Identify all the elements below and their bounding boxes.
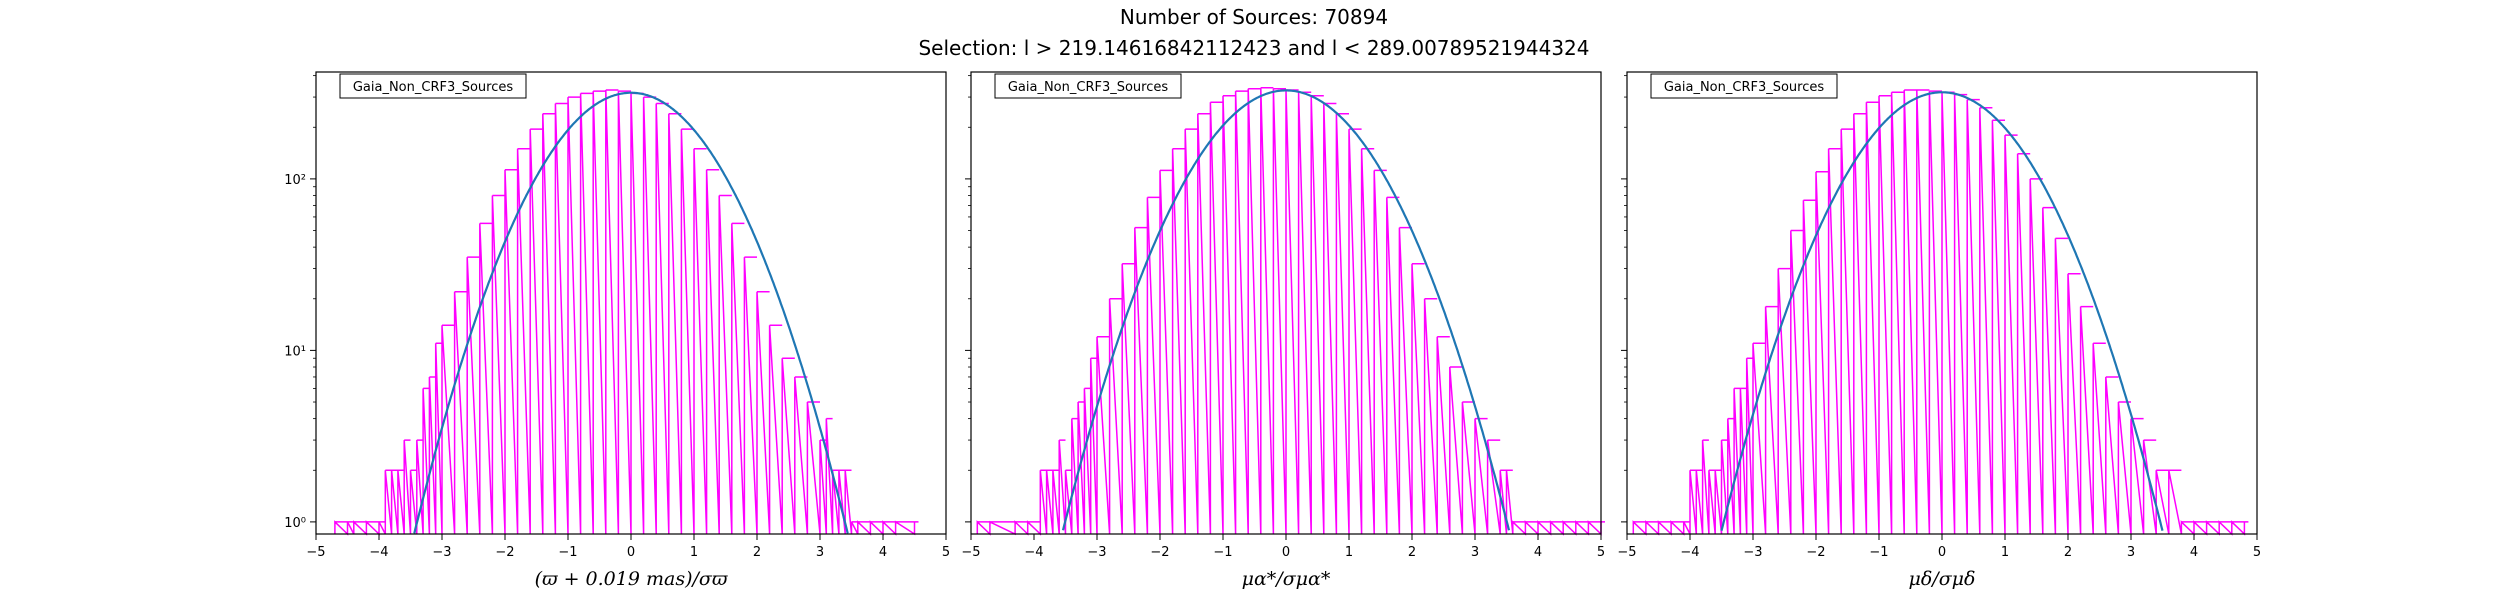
legend-box <box>994 73 1182 99</box>
x-tick-label: 1 <box>2001 545 2009 560</box>
x-tick-label: −3 <box>1087 545 1106 560</box>
y-tick-label: 10² <box>284 173 306 188</box>
x-axis-label: μδ/σμδ <box>1909 568 1976 590</box>
x-tick-label: 1 <box>690 545 698 560</box>
histogram-series <box>334 89 916 536</box>
x-tick-label: 3 <box>2127 545 2135 560</box>
x-tick-label: 2 <box>2064 545 2072 560</box>
x-tick-label: −5 <box>1617 545 1636 560</box>
x-tick-label: 0 <box>627 545 635 560</box>
figure-subtitle: Selection: l > 219.14616842112423 and l … <box>918 36 1589 60</box>
x-tick-label: −4 <box>369 545 388 560</box>
x-tick-label: 5 <box>942 545 950 560</box>
x-tick-label: −1 <box>1869 545 1888 560</box>
x-tick-label: 0 <box>1938 545 1946 560</box>
x-tick-label: −1 <box>558 545 577 560</box>
panel-pmra: −5 −4 −3 −2 −1 0 1 2 3 4 5 μα*/σμα* Gaia_Non_CRF3_So… <box>961 71 1605 590</box>
x-tick-label: −5 <box>961 545 980 560</box>
x-tick-label: 2 <box>1408 545 1416 560</box>
figure-title: Number of Sources: 70894 <box>1120 5 1388 29</box>
legend-label: Gaia_Non_CRF3_Sources <box>353 80 514 95</box>
panel-parallax: −5 −4 −3 −2 −1 0 1 2 3 4 5 10⁰ 10¹ 10² (ϖ + 0.019 mas)… <box>284 71 950 590</box>
x-tick-label: −5 <box>306 545 325 560</box>
histogram-steps <box>1633 89 2249 523</box>
x-tick-label: 4 <box>2190 545 2198 560</box>
x-tick-label: 3 <box>816 545 824 560</box>
x-tick-label: −4 <box>1680 545 1699 560</box>
histogram-series <box>976 87 1602 536</box>
x-tick-label: 3 <box>1471 545 1479 560</box>
histogram-steps <box>977 86 1605 523</box>
x-tick-label: 0 <box>1282 545 1290 560</box>
x-tick-label: 5 <box>2253 545 2261 560</box>
x-tick-label: 2 <box>753 545 761 560</box>
y-tick-label: 10⁰ <box>284 516 306 531</box>
x-tick-label: 4 <box>1534 545 1542 560</box>
x-tick-label: 1 <box>1345 545 1353 560</box>
gaussian-fit-line <box>413 91 849 534</box>
histogram-series <box>1632 89 2246 536</box>
gaussian-fit-line <box>1061 89 1511 531</box>
legend-label: Gaia_Non_CRF3_Sources <box>1664 80 1825 95</box>
gaussian-fit-line <box>1720 91 2164 531</box>
x-tick-label: −2 <box>1150 545 1169 560</box>
y-tick-label: 10¹ <box>284 344 306 359</box>
x-tick-label: −2 <box>495 545 514 560</box>
x-axis-label: (ϖ + 0.019 mas)/σϖ <box>535 568 728 590</box>
x-tick-label: 4 <box>879 545 887 560</box>
panel-pmdec: −5 −4 −3 −2 −1 0 1 2 3 4 5 μδ/σμδ Gaia_Non_CRF3_Sour… <box>1617 71 2261 590</box>
x-tick-label: −1 <box>1213 545 1232 560</box>
x-axis-label: μα*/σμα* <box>1242 568 1331 590</box>
legend-box <box>1650 73 1838 99</box>
legend-label: Gaia_Non_CRF3_Sources <box>1008 80 1169 95</box>
x-tick-label: −3 <box>432 545 451 560</box>
legend-box <box>339 73 527 99</box>
x-tick-label: −2 <box>1806 545 1825 560</box>
x-tick-label: −3 <box>1743 545 1762 560</box>
x-tick-label: −4 <box>1024 545 1043 560</box>
x-tick-label: 5 <box>1597 545 1605 560</box>
